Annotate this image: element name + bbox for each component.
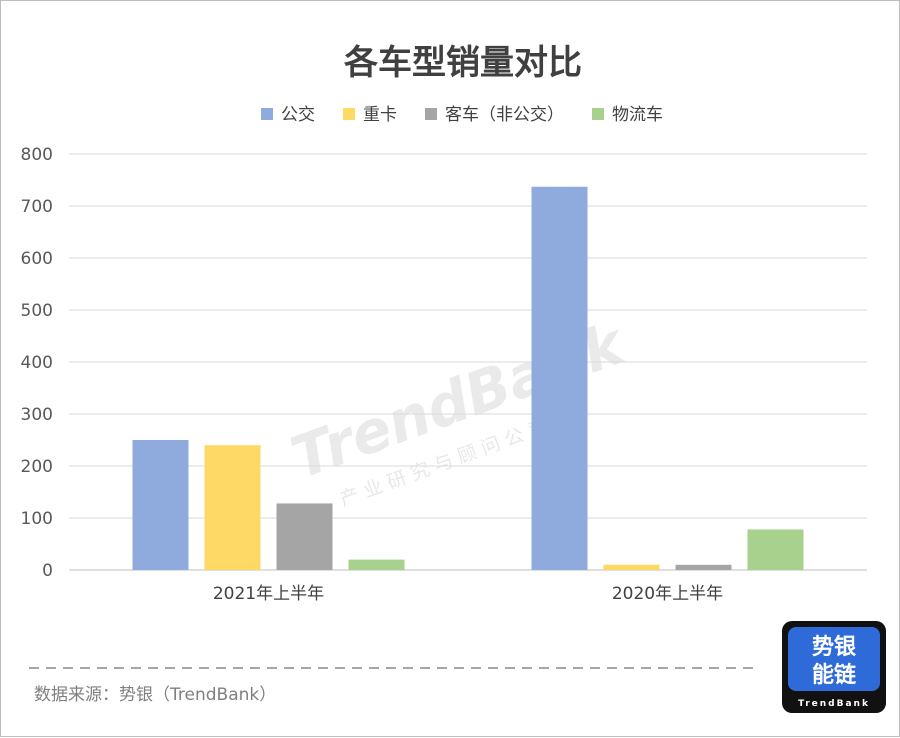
bar bbox=[603, 564, 660, 570]
logo-line2: 能链 bbox=[812, 662, 856, 688]
x-tick-label: 2021年上半年 bbox=[213, 584, 324, 604]
bar bbox=[132, 440, 189, 570]
legend-label: 重卡 bbox=[363, 105, 397, 125]
y-tick-label: 200 bbox=[21, 457, 53, 477]
bar bbox=[204, 445, 261, 570]
bar bbox=[675, 564, 732, 570]
legend: 公交 重卡 客车（非公交） 物流车 bbox=[261, 105, 663, 125]
y-tick-label: 400 bbox=[21, 353, 53, 373]
legend-label: 公交 bbox=[281, 105, 315, 125]
brand-logo: 势银 能链 TrendBank bbox=[782, 621, 886, 713]
x-axis-ticks: 2021年上半年 2020年上半年 bbox=[213, 584, 723, 604]
logo-brand: TrendBank bbox=[798, 699, 870, 709]
watermark: TrendBank 产业研究与顾问公司 bbox=[283, 308, 636, 511]
legend-swatch bbox=[425, 108, 437, 120]
y-tick-label: 600 bbox=[21, 249, 53, 269]
chart-title: 各车型销量对比 bbox=[344, 43, 582, 83]
y-tick-label: 700 bbox=[21, 197, 53, 217]
legend-label: 物流车 bbox=[612, 105, 663, 125]
bar bbox=[747, 529, 804, 570]
logo-blue-panel bbox=[788, 627, 880, 691]
legend-swatch bbox=[343, 108, 355, 120]
gridlines bbox=[69, 153, 867, 571]
y-tick-label: 100 bbox=[21, 509, 53, 529]
bar bbox=[276, 503, 333, 570]
bar bbox=[531, 186, 588, 570]
y-tick-label: 0 bbox=[42, 561, 53, 581]
source-note: 数据来源：势银（TrendBank） bbox=[34, 685, 276, 705]
y-tick-label: 500 bbox=[21, 301, 53, 321]
y-tick-label: 800 bbox=[21, 145, 53, 165]
bars bbox=[132, 186, 804, 570]
x-tick-label: 2020年上半年 bbox=[612, 584, 723, 604]
legend-label: 客车（非公交） bbox=[445, 105, 564, 125]
legend-swatch bbox=[592, 108, 604, 120]
y-axis-ticks: 0 100 200 300 400 500 600 700 800 bbox=[21, 145, 53, 581]
y-tick-label: 300 bbox=[21, 405, 53, 425]
bar bbox=[348, 559, 405, 570]
legend-swatch bbox=[261, 108, 273, 120]
logo-line1: 势银 bbox=[812, 634, 857, 660]
